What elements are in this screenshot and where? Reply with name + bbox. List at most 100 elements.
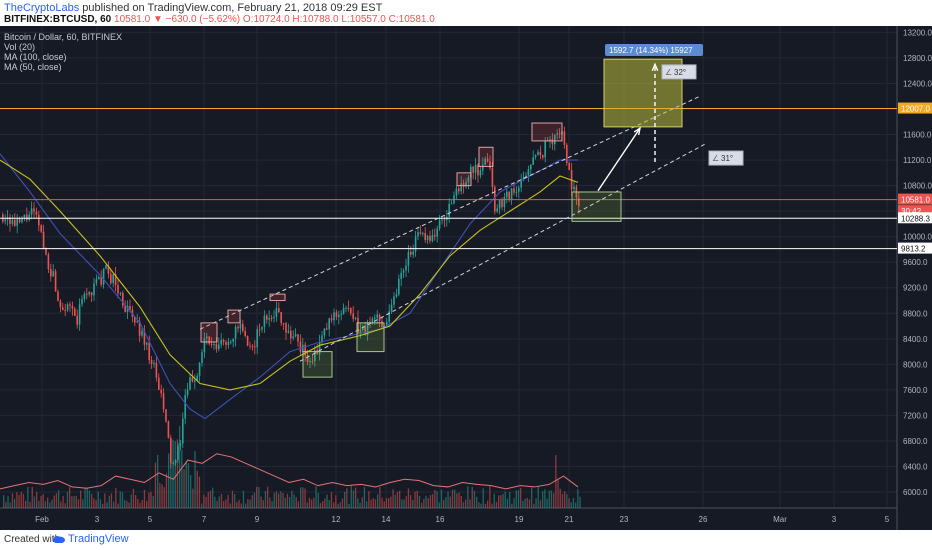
candle-body (354, 317, 357, 319)
price-badge (898, 102, 932, 114)
volume-bar (212, 487, 214, 508)
created-with-label: Created with (4, 534, 61, 545)
candle-body (350, 307, 352, 314)
candle-body (486, 158, 489, 162)
volume-bar (80, 490, 82, 508)
candle-body (513, 188, 515, 193)
volume-bar (410, 495, 412, 508)
volume-bar (9, 502, 11, 508)
volume-bar (161, 484, 163, 508)
candle-body (90, 292, 93, 296)
candle-body (110, 273, 112, 284)
candle-body (177, 445, 179, 461)
volume-bar (159, 483, 161, 508)
price-chart[interactable]: 1592.7 (14.34%) 1592732°∠31°∠6000.06400.… (0, 26, 932, 530)
volume-bar (269, 497, 271, 508)
volume-bar (124, 499, 126, 508)
candle-body (278, 308, 280, 313)
legend-title: Bitcoin / Dollar, 60, BITFINEX (4, 32, 123, 42)
volume-bar (458, 492, 460, 508)
candle-body (198, 362, 201, 376)
legend-vol[interactable]: Vol (20) (4, 42, 36, 52)
price-badge (898, 212, 932, 224)
price-tick-label: 11200.0 (903, 156, 932, 165)
volume-bar (443, 499, 445, 508)
candle-body (402, 270, 405, 273)
volume-bar (531, 487, 533, 508)
volume-bar (196, 470, 198, 508)
volume-bar (372, 498, 374, 508)
candle-body (496, 208, 498, 212)
time-tick-label: 19 (515, 515, 524, 524)
volume-bar (366, 501, 368, 508)
candle-body (309, 361, 311, 363)
volume-bar (225, 499, 227, 508)
candle-body (520, 179, 522, 188)
volume-bar (319, 503, 322, 508)
chart-area[interactable] (0, 26, 932, 530)
candle-body (40, 225, 42, 232)
candle-body (568, 162, 570, 171)
candle-body (455, 188, 458, 196)
volume-bar (311, 499, 313, 508)
volume-bar (141, 499, 143, 508)
volume-bar (379, 487, 381, 508)
candle-body (482, 164, 484, 171)
candle-body (412, 251, 414, 255)
volume-bar (245, 503, 247, 508)
breakout-arrow (597, 127, 641, 192)
volume-bar (359, 502, 361, 508)
author-link[interactable]: TheCryptoLabs (4, 2, 80, 14)
candle-body (129, 306, 131, 310)
volume-bar (181, 449, 183, 508)
volume-bar (148, 492, 150, 508)
volume-bar (328, 500, 330, 508)
candle-body (326, 328, 328, 330)
candle-body (537, 151, 539, 156)
candle-body (506, 191, 508, 198)
candle-body (47, 254, 50, 270)
volume-bar (73, 496, 75, 508)
price-tick-label: 6000.0 (903, 488, 928, 497)
volume-bar (135, 495, 137, 508)
target-box (603, 58, 683, 128)
volume-bar (22, 493, 25, 508)
volume-bar (330, 492, 333, 508)
volume-bar (388, 498, 390, 508)
candle-body (38, 214, 40, 226)
candle-body (484, 158, 486, 165)
volume-bar (49, 502, 51, 508)
candle-body (525, 175, 527, 178)
candle-body (251, 346, 254, 348)
candle-body (244, 330, 246, 337)
volume-bar (53, 495, 55, 508)
volume-bar (401, 499, 403, 508)
volume-bar (260, 496, 262, 508)
price-tick-label: 9600.0 (903, 258, 928, 267)
volume-bar (242, 490, 245, 508)
time-tick-label: 5 (148, 515, 153, 524)
candle-body (59, 300, 62, 308)
volume-bar (163, 486, 165, 508)
volume-bar (262, 500, 264, 508)
tradingview-brand[interactable]: TradingView (68, 533, 129, 545)
candle-body (95, 279, 98, 284)
volume-bar (187, 463, 190, 508)
volume-bar (201, 503, 203, 508)
volume-bar (185, 461, 187, 508)
candle-body (232, 338, 234, 342)
volume-bar (143, 489, 146, 508)
legend-ma50[interactable]: MA (50, close) (4, 62, 62, 72)
candle-body (436, 228, 438, 237)
candle-body (119, 292, 122, 294)
volume-bar (280, 491, 282, 508)
volume-bar (392, 489, 394, 508)
volume-ma-line (0, 453, 579, 490)
time-tick-label: 23 (620, 515, 629, 524)
volume-bar (60, 501, 62, 508)
legend-ma100[interactable]: MA (100, close) (4, 52, 67, 62)
price-tick-label: 7600.0 (903, 386, 928, 395)
volume-bar (150, 491, 152, 508)
candle-body (347, 307, 350, 309)
candle-body (407, 252, 410, 266)
